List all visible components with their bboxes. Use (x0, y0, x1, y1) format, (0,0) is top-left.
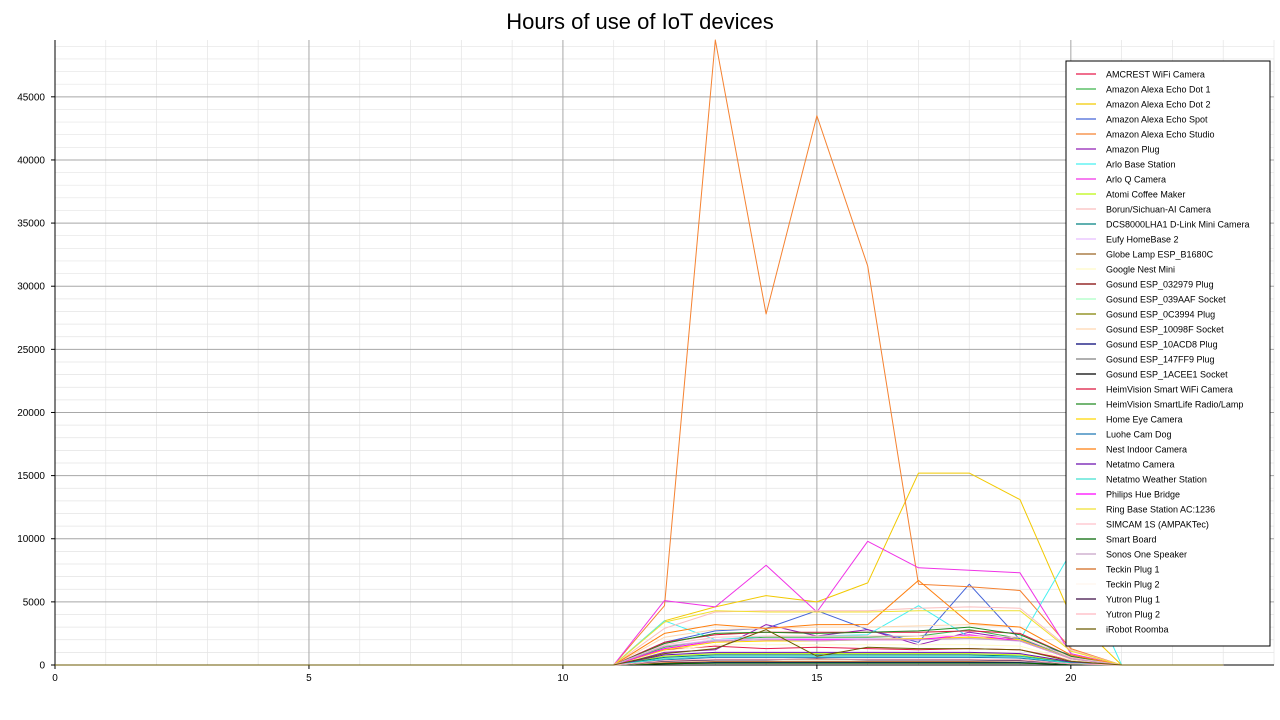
legend-entry-label: HeimVision SmartLife Radio/Lamp (1106, 400, 1243, 410)
x-tick-label: 10 (557, 673, 569, 684)
legend-entry-label: Netatmo Weather Station (1106, 475, 1207, 485)
y-tick-label: 35000 (17, 219, 45, 230)
legend-entry-label: Nest Indoor Camera (1106, 445, 1187, 455)
y-tick-label: 15000 (17, 471, 45, 482)
legend-entry-label: Home Eye Camera (1106, 415, 1183, 425)
x-tick-label: 15 (811, 673, 823, 684)
legend-entry-label: Gosund ESP_147FF9 Plug (1106, 355, 1215, 365)
legend-entry-label: Netatmo Camera (1106, 460, 1175, 470)
series-line (55, 583, 1224, 666)
y-tick-label: 45000 (17, 92, 45, 103)
legend-entry-label: Gosund ESP_10098F Socket (1106, 325, 1224, 335)
legend-entry-label: Yutron Plug 1 (1106, 595, 1160, 605)
y-tick-label: 5000 (23, 597, 46, 608)
legend-entry-label: Ring Base Station AC:1236 (1106, 505, 1215, 515)
legend: AMCREST WiFi Camera Amazon Alexa Echo Dot… (1065, 60, 1271, 647)
y-tick-label: 30000 (17, 282, 45, 293)
y-tick-label: 20000 (17, 408, 45, 419)
chart-title: Hours of use of IoT devices (506, 9, 773, 34)
legend-entry-label: Gosund ESP_032979 Plug (1106, 280, 1214, 290)
legend-entry-label: Amazon Alexa Echo Spot (1106, 115, 1208, 125)
legend-entry-label: Globe Lamp ESP_B1680C (1106, 250, 1214, 260)
legend-entry-label: AMCREST WiFi Camera (1106, 70, 1205, 80)
series-line (55, 39, 1224, 666)
legend-entry-label: Gosund ESP_10ACD8 Plug (1106, 340, 1218, 350)
legend-entry-label: DCS8000LHA1 D-Link Mini Camera (1106, 220, 1250, 230)
legend-entry-label: Borun/Sichuan-AI Camera (1106, 205, 1211, 215)
y-tick-label: 25000 (17, 345, 45, 356)
legend-box (1065, 60, 1271, 647)
legend-entry-label: Amazon Alexa Echo Dot 1 (1106, 85, 1211, 95)
x-tick-label: 5 (306, 673, 312, 684)
legend-entry-label: Google Nest Mini (1106, 265, 1175, 275)
legend-entry-label: iRobot Roomba (1106, 625, 1169, 635)
legend-entry-label: Sonos One Speaker (1106, 550, 1187, 560)
y-tick-label: 0 (39, 661, 45, 672)
x-tick-label: 20 (1065, 673, 1077, 684)
legend-entry-label: Amazon Alexa Echo Dot 2 (1106, 100, 1211, 110)
legend-entry-label: Gosund ESP_0C3994 Plug (1106, 310, 1215, 320)
legend-entry-label: Teckin Plug 2 (1106, 580, 1160, 590)
series-lines (55, 39, 1224, 666)
legend-entry-label: HeimVision Smart WiFi Camera (1106, 385, 1233, 395)
legend-entry-label: Arlo Q Camera (1106, 175, 1166, 185)
x-tick-label: 0 (52, 673, 58, 684)
legend-entry-label: Amazon Alexa Echo Studio (1106, 130, 1215, 140)
series-line (55, 629, 1224, 666)
legend-entry-label: Smart Board (1106, 535, 1157, 545)
legend-entry-label: Amazon Plug (1106, 145, 1160, 155)
y-tick-label: 10000 (17, 534, 45, 545)
legend-entry-label: Yutron Plug 2 (1106, 610, 1160, 620)
legend-entry-label: Philips Hue Bridge (1106, 490, 1180, 500)
legend-entry-label: SIMCAM 1S (AMPAKTec) (1106, 520, 1209, 530)
series-line (55, 472, 1224, 666)
legend-entry-label: Gosund ESP_039AAF Socket (1106, 295, 1226, 305)
y-tick-label: 40000 (17, 155, 45, 166)
legend-entry-label: Atomi Coffee Maker (1106, 190, 1185, 200)
legend-entry-label: Eufy HomeBase 2 (1106, 235, 1179, 245)
legend-entry-label: Luohe Cam Dog (1106, 430, 1172, 440)
legend-entry-label: Arlo Base Station (1106, 160, 1176, 170)
legend-entry-label: Gosund ESP_1ACEE1 Socket (1106, 370, 1228, 380)
legend-entry-label: Teckin Plug 1 (1106, 565, 1160, 575)
